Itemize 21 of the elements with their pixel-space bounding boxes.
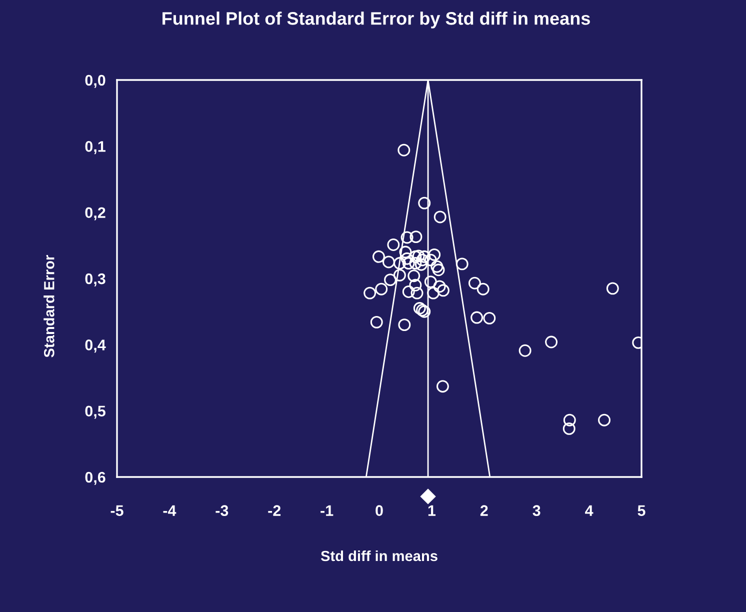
x-tick-label: -4 — [163, 505, 176, 516]
x-tick-label: -3 — [216, 505, 228, 516]
x-tick-label: 1 — [428, 505, 436, 516]
x-tick-label: 3 — [532, 505, 540, 516]
x-tick-label: -1 — [320, 505, 334, 516]
y-tick-label: 0,1 — [85, 141, 106, 154]
x-tick-label: 0 — [376, 505, 383, 516]
chart-title: Funnel Plot of Standard Error by Std diff in means — [162, 12, 590, 28]
y-tick-label: 0,5 — [85, 406, 106, 419]
x-tick-label: -5 — [110, 505, 124, 516]
y-axis-title: Standard Error — [44, 255, 54, 358]
y-tick-label: 0,0 — [85, 74, 106, 88]
y-tick-label: 0,2 — [85, 207, 106, 220]
y-tick-label: 0,3 — [85, 273, 106, 286]
x-tick-label: 5 — [638, 505, 646, 516]
y-tick-label: 0,6 — [85, 472, 106, 485]
y-tick-label: 0,4 — [85, 340, 106, 353]
x-tick-label: 4 — [585, 505, 594, 516]
x-tick-label: -2 — [268, 505, 281, 516]
x-axis-title: Std diff in means — [320, 550, 438, 562]
x-tick-label: 2 — [480, 505, 488, 516]
